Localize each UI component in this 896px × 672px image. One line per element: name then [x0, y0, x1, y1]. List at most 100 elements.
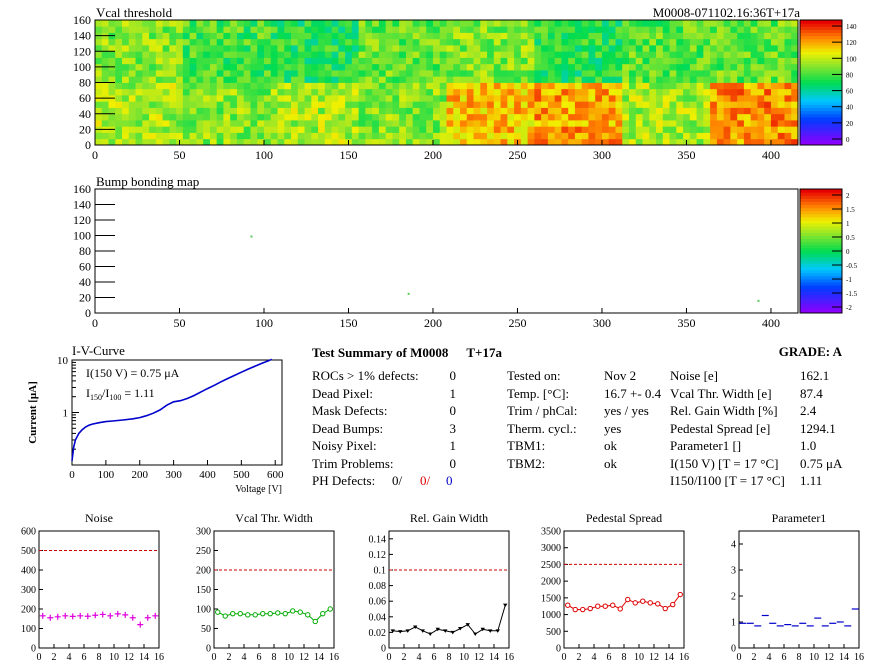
ph-value-2: 0/ [420, 473, 431, 488]
color-scale-cell [800, 232, 842, 236]
x-tick-label: 400 [762, 316, 780, 330]
color-scale-cell [800, 291, 842, 295]
color-scale-cell [800, 120, 842, 124]
iv-series-line [71, 358, 273, 461]
x-tick-label: 300 [593, 148, 611, 162]
color-scale-cell [800, 213, 842, 218]
small-x-tick-label: 6 [257, 652, 262, 663]
small-x-tick-label: 2 [52, 652, 57, 663]
bump-scale-label: -2 [846, 304, 852, 312]
y-tick-label: 20 [79, 291, 91, 305]
data-point [47, 614, 54, 621]
small-x-tick-label: 16 [329, 652, 339, 663]
summary-row: Vcal Thr. Width [e] 87.4 [670, 385, 823, 401]
color-scale-cell [800, 98, 842, 102]
data-point [107, 612, 114, 619]
summary-row: Tested on: Nov 2 [507, 368, 637, 383]
color-scale-cell [800, 303, 842, 308]
summary-row: I(150 V) [T = 17 °C] 0.75 μA [670, 455, 843, 471]
y-tick-label: 120 [73, 213, 91, 227]
data-point [398, 630, 403, 634]
small-x-tick-label: 0 [212, 652, 217, 663]
summary-col3: Noise [e] 162.1 Vcal Thr. Width [e] 87.4 R… [670, 368, 860, 491]
x-tick-label: 200 [424, 316, 442, 330]
small-y-tick-label: 0.08 [369, 581, 387, 592]
y-tick-label: 100 [73, 229, 91, 243]
small-y-tick-label: 2000 [541, 577, 561, 588]
color-scale-cell [800, 251, 842, 255]
color-scale-cell [800, 41, 842, 46]
data-point [222, 613, 228, 619]
data-point [129, 614, 136, 621]
map-frame [94, 188, 799, 314]
ph-value-3: 0 [446, 473, 453, 488]
small-x-tick-label: 4 [67, 652, 72, 663]
small-chart-frame [738, 530, 860, 649]
small-y-tick-label: 4 [731, 540, 736, 551]
color-scale-cell [800, 229, 842, 233]
color-scale-cell [800, 85, 842, 90]
color-scale-cell [800, 88, 842, 93]
color-scale-cell [800, 269, 842, 274]
bump-scale-label: 0 [846, 248, 850, 256]
color-scale-cell [800, 23, 842, 27]
small-x-tick-label: 16 [154, 652, 164, 663]
vcal-scale-label: 60 [846, 88, 854, 96]
data-point [144, 614, 151, 621]
small-x-tick-label: 8 [272, 652, 277, 663]
vcal-map-title: Vcal threshold [96, 5, 173, 20]
data-point [122, 611, 129, 618]
color-scale-cell [800, 82, 842, 87]
summary-row: Dead Pixel: 1 [312, 385, 456, 401]
summary-row: Pedestal Spread [e] 1294.1 [670, 420, 836, 436]
small-y-tick-label: 600 [21, 527, 36, 538]
small-y-tick-label: 300 [21, 585, 36, 596]
color-scale-cell [800, 235, 842, 240]
small-y-tick-label: 0 [731, 644, 736, 655]
data-point [670, 601, 676, 608]
data-point [495, 629, 500, 633]
color-scale-cell [800, 201, 842, 205]
data-point [237, 610, 243, 617]
small-x-tick-label: 14 [139, 652, 149, 663]
data-point [275, 610, 281, 616]
ph-value-1: 0/ [392, 473, 403, 488]
data-point [610, 602, 616, 608]
dead-bump-point [757, 299, 760, 302]
color-scale-cell [800, 238, 842, 243]
color-scale-cell [800, 38, 842, 43]
data-point [152, 612, 159, 619]
ph-defects-row: PH Defects: 0/ 0/ 0 [312, 473, 453, 488]
small-x-tick-label: 2 [402, 652, 407, 663]
x-tick-label: 100 [255, 148, 273, 162]
bump-scale-label: -1.5 [846, 290, 858, 298]
data-point [443, 629, 448, 633]
y-tick-label: 40 [79, 107, 91, 121]
small-y-tick-label: 200 [196, 566, 211, 577]
x-tick-label: 0 [92, 148, 98, 162]
iv-annotation-ratio: I150/I100 = 1.11 [86, 386, 155, 402]
x-tick-label: 50 [173, 316, 185, 330]
data-point [62, 612, 69, 619]
data-point [565, 602, 571, 608]
data-point [572, 606, 578, 613]
data-point [640, 598, 646, 604]
color-scale-cell [800, 79, 842, 83]
small-y-tick-label: 250 [196, 546, 211, 557]
small-x-tick-label: 6 [432, 652, 437, 663]
color-scale-cell [800, 91, 842, 96]
small-y-tick-label: 3 [731, 566, 736, 577]
small-y-tick-label: 1 [731, 618, 736, 629]
small-x-tick-label: 2 [227, 652, 232, 663]
color-scale-cell [800, 207, 842, 212]
data-point [458, 627, 463, 631]
bump-scale-label: -1 [846, 276, 852, 284]
iv-y-label: Current [μA] [27, 381, 39, 444]
small-x-tick-label: 10 [109, 652, 119, 663]
data-point [99, 611, 106, 618]
color-scale-cell [800, 54, 842, 58]
color-scale-cell [800, 70, 842, 74]
x-tick-label: 200 [424, 148, 442, 162]
